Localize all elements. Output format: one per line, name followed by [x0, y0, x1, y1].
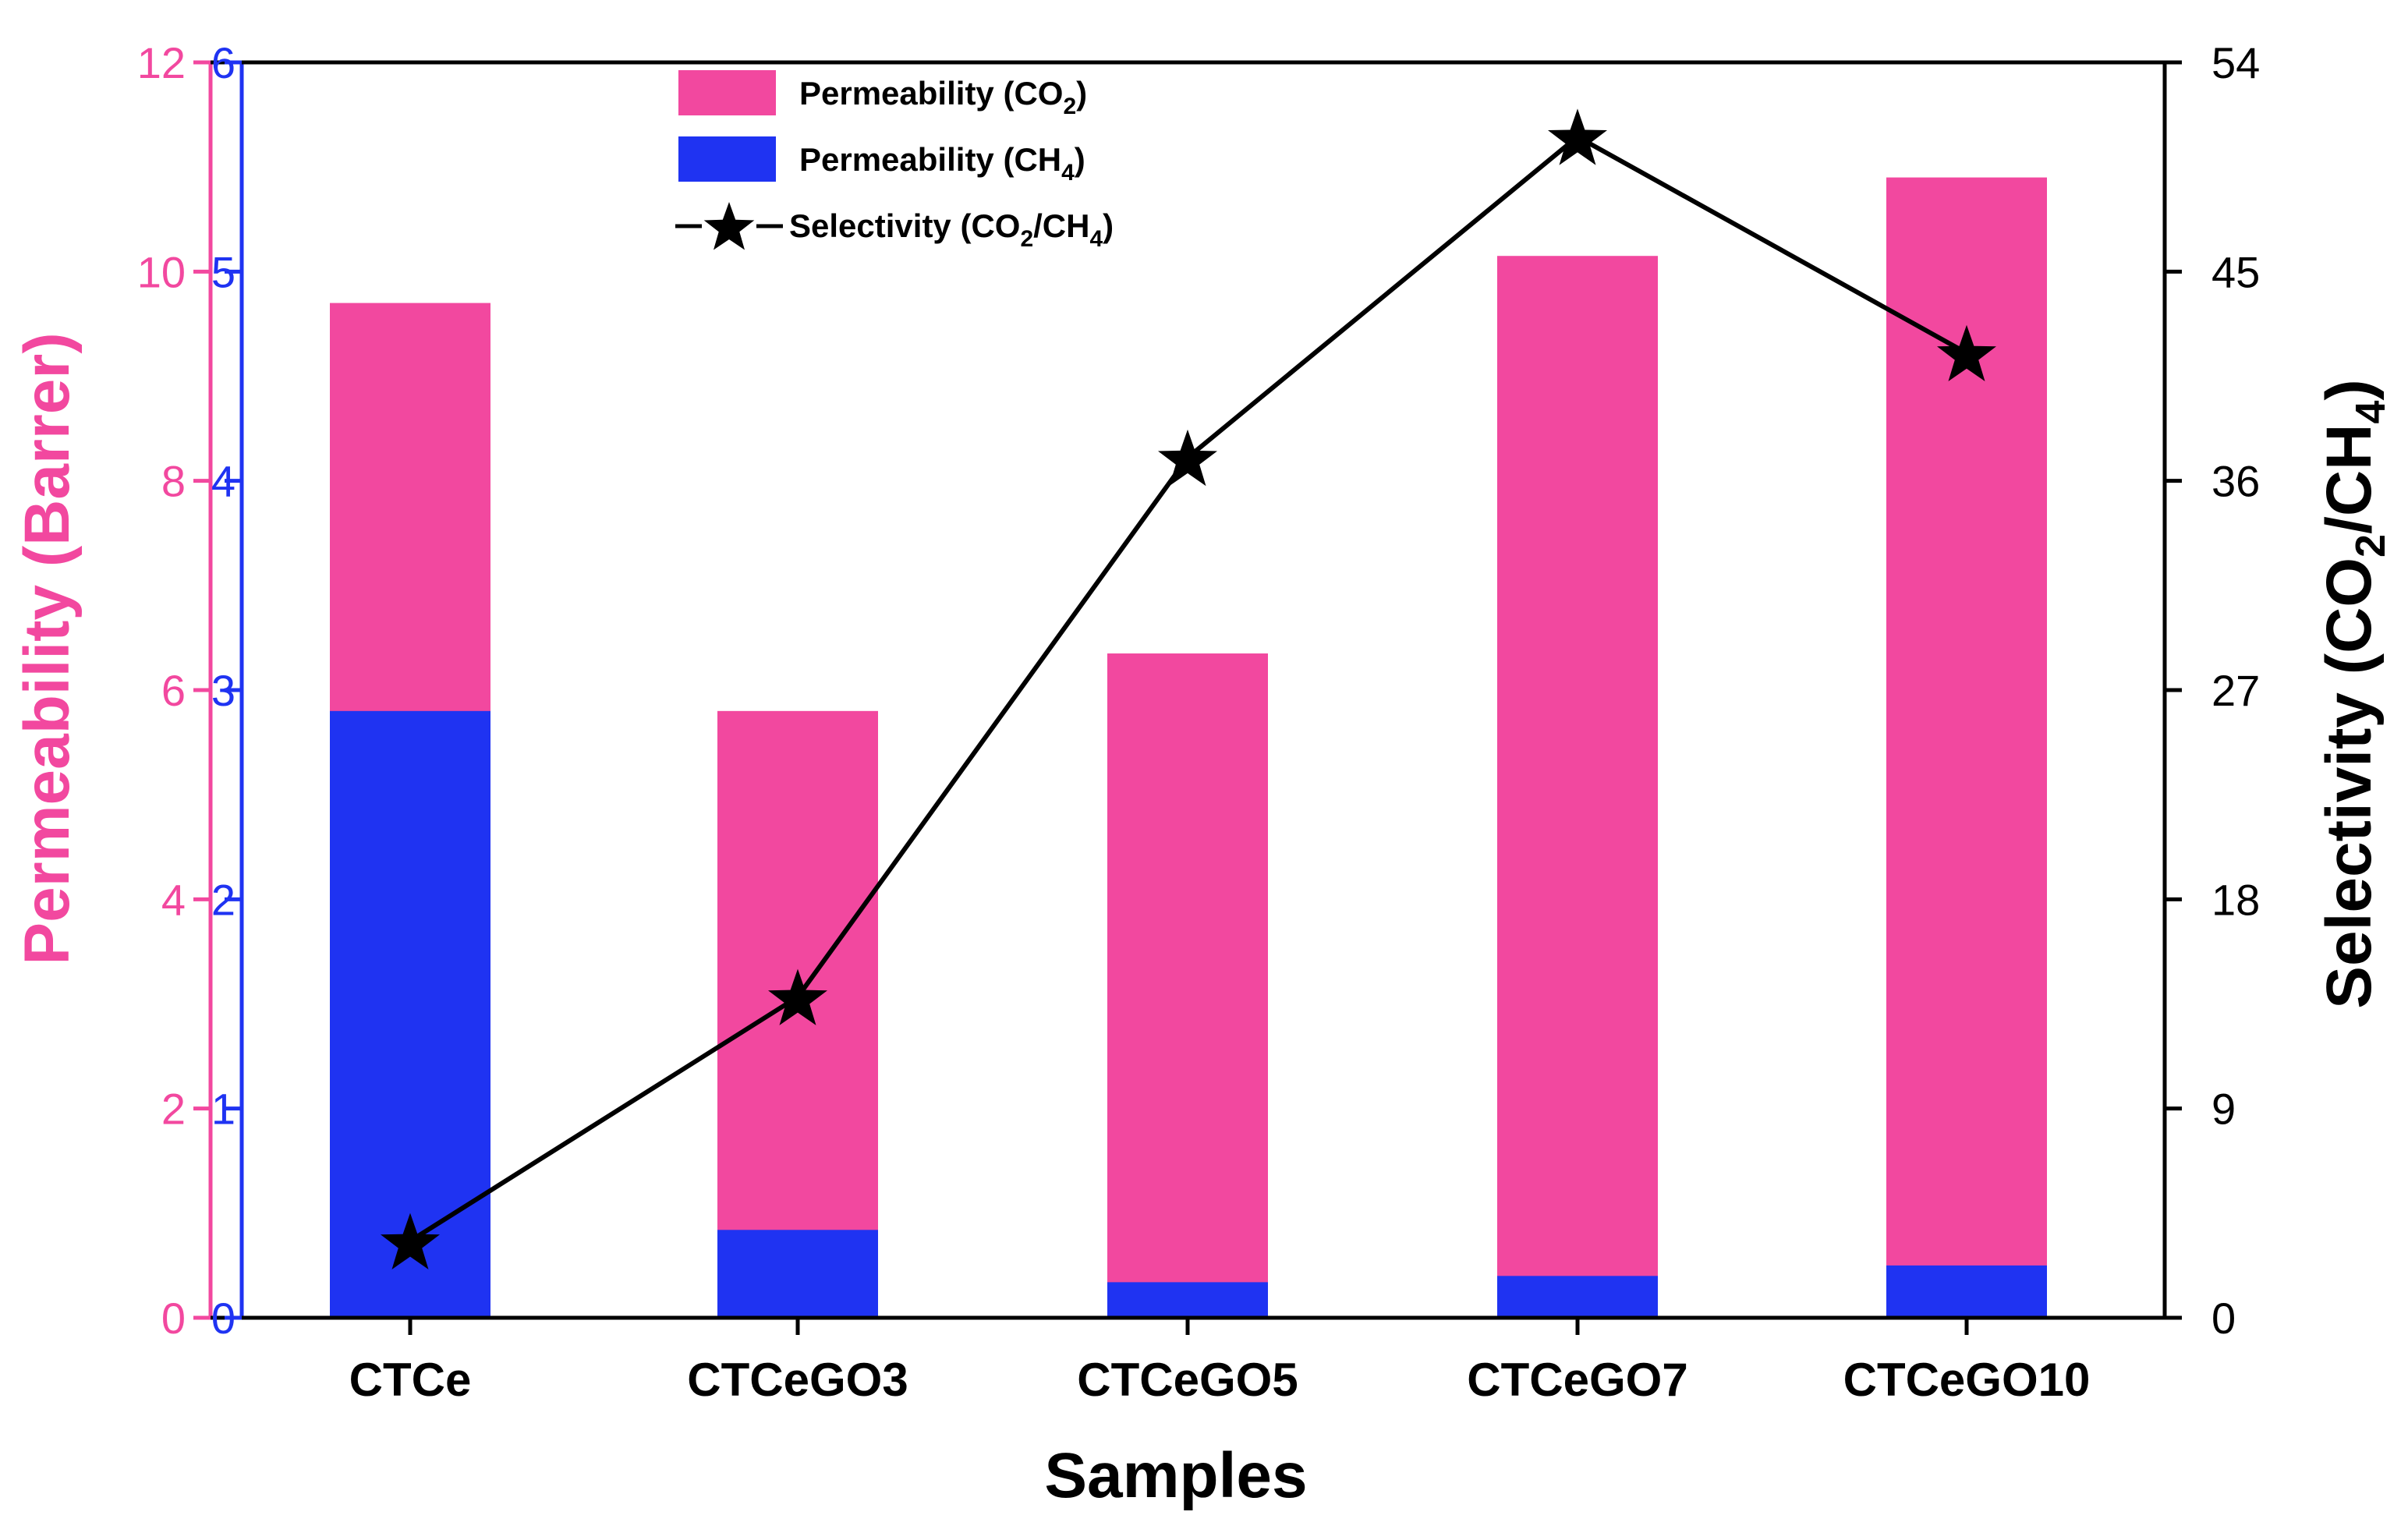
selectivity-marker-ctcego3 [768, 968, 827, 1025]
tick-label-left-outer: 4 [161, 875, 186, 924]
bars-layer [330, 177, 2047, 1318]
tick-label-right: 36 [2211, 457, 2260, 506]
legend-label-co2: Permeability (CO2) [799, 75, 1087, 119]
legend-label-selectivity-sub1: 2 [1020, 226, 1033, 252]
tick-label-left-outer: 6 [161, 666, 186, 715]
tick-label-left-inner: 0 [211, 1294, 235, 1343]
y-axis-title-right-mid: /CH [2314, 424, 2385, 534]
tick-label-left-outer: 12 [137, 38, 186, 87]
selectivity-marker-ctcego10 [1937, 324, 1996, 381]
x-tick-label-ctce: CTCe [349, 1354, 472, 1406]
y-axis-title-right-sub1: 2 [2347, 534, 2394, 558]
tick-label-left-outer: 0 [161, 1294, 186, 1343]
x-tick-label-ctcego5: CTCeGO5 [1077, 1354, 1298, 1406]
legend-star-icon [703, 202, 755, 250]
bar-ch4-ctcego3 [717, 1230, 878, 1318]
legend-label-co2-base: Permeability (CO [799, 75, 1063, 112]
legend-label-co2-sub: 2 [1063, 94, 1076, 119]
legend-swatch-co2 [678, 70, 776, 115]
legend-label-selectivity-end: ) [1103, 207, 1114, 244]
legend-swatch-ch4 [678, 136, 776, 182]
legend-label-co2-end: ) [1076, 75, 1087, 112]
selectivity-marker-ctcego5 [1158, 429, 1217, 487]
y-axis-title-right-sub2: 4 [2347, 401, 2394, 424]
tick-label-right: 18 [2211, 875, 2260, 924]
y-axis-title-left: Permeability (Barrer) [12, 332, 83, 965]
bar-co2-ctcego7 [1497, 256, 1658, 1318]
tick-label-left-outer: 10 [137, 247, 186, 296]
selectivity-line-layer [381, 108, 1996, 1269]
tick-label-left-outer: 2 [161, 1085, 186, 1134]
legend-label-selectivity-mid: /CH [1033, 207, 1089, 244]
legend-label-selectivity-sub2: 4 [1089, 226, 1103, 252]
tick-label-right: 45 [2211, 247, 2260, 296]
selectivity-marker-ctce [381, 1213, 440, 1269]
legend-label-selectivity: Selectivity (CO2/CH4) [789, 207, 1114, 252]
tick-label-left-inner: 4 [211, 457, 235, 506]
legend-label-ch4-base: Permeability (CH [799, 141, 1061, 178]
bar-co2-ctcego3 [717, 710, 878, 1318]
y-axis-title-right: Selectivity (CO2/CH4) [2314, 379, 2394, 1008]
tick-label-right: 27 [2211, 666, 2260, 715]
x-tick-label-ctcego7: CTCeGO7 [1467, 1354, 1687, 1406]
legend-label-selectivity-base: Selectivity (CO [789, 207, 1020, 244]
tick-label-left-inner: 2 [211, 875, 235, 924]
y-axis-title-right-base: Selectivity (CO [2314, 558, 2385, 1009]
bar-ch4-ctcego10 [1886, 1265, 2047, 1318]
bar-co2-ctcego5 [1107, 653, 1268, 1318]
x-tick-label-ctcego3: CTCeGO3 [687, 1354, 908, 1406]
tick-label-left-outer: 8 [161, 457, 186, 506]
tick-label-left-inner: 6 [211, 38, 235, 87]
legend: Permeability (CO2) Permeability (CH4) Se… [675, 70, 1114, 252]
x-tick-label-ctcego10: CTCeGO10 [1843, 1354, 2091, 1406]
y-axis-title-right-end: ) [2314, 379, 2385, 400]
bar-ch4-ctcego5 [1107, 1282, 1268, 1318]
tick-label-left-inner: 1 [211, 1085, 235, 1134]
tick-label-right: 0 [2211, 1294, 2236, 1343]
legend-label-ch4: Permeability (CH4) [799, 141, 1085, 186]
legend-label-ch4-sub: 4 [1061, 160, 1075, 186]
tick-label-right: 54 [2211, 38, 2260, 87]
legend-label-ch4-end: ) [1075, 141, 1085, 178]
tick-label-right: 9 [2211, 1085, 2236, 1134]
bar-ch4-ctcego7 [1497, 1276, 1658, 1318]
tick-label-left-inner: 5 [211, 247, 235, 296]
selectivity-marker-ctcego7 [1548, 108, 1607, 165]
tick-label-left-inner: 3 [211, 666, 235, 715]
x-axis-title: Samples [1044, 1440, 1307, 1511]
